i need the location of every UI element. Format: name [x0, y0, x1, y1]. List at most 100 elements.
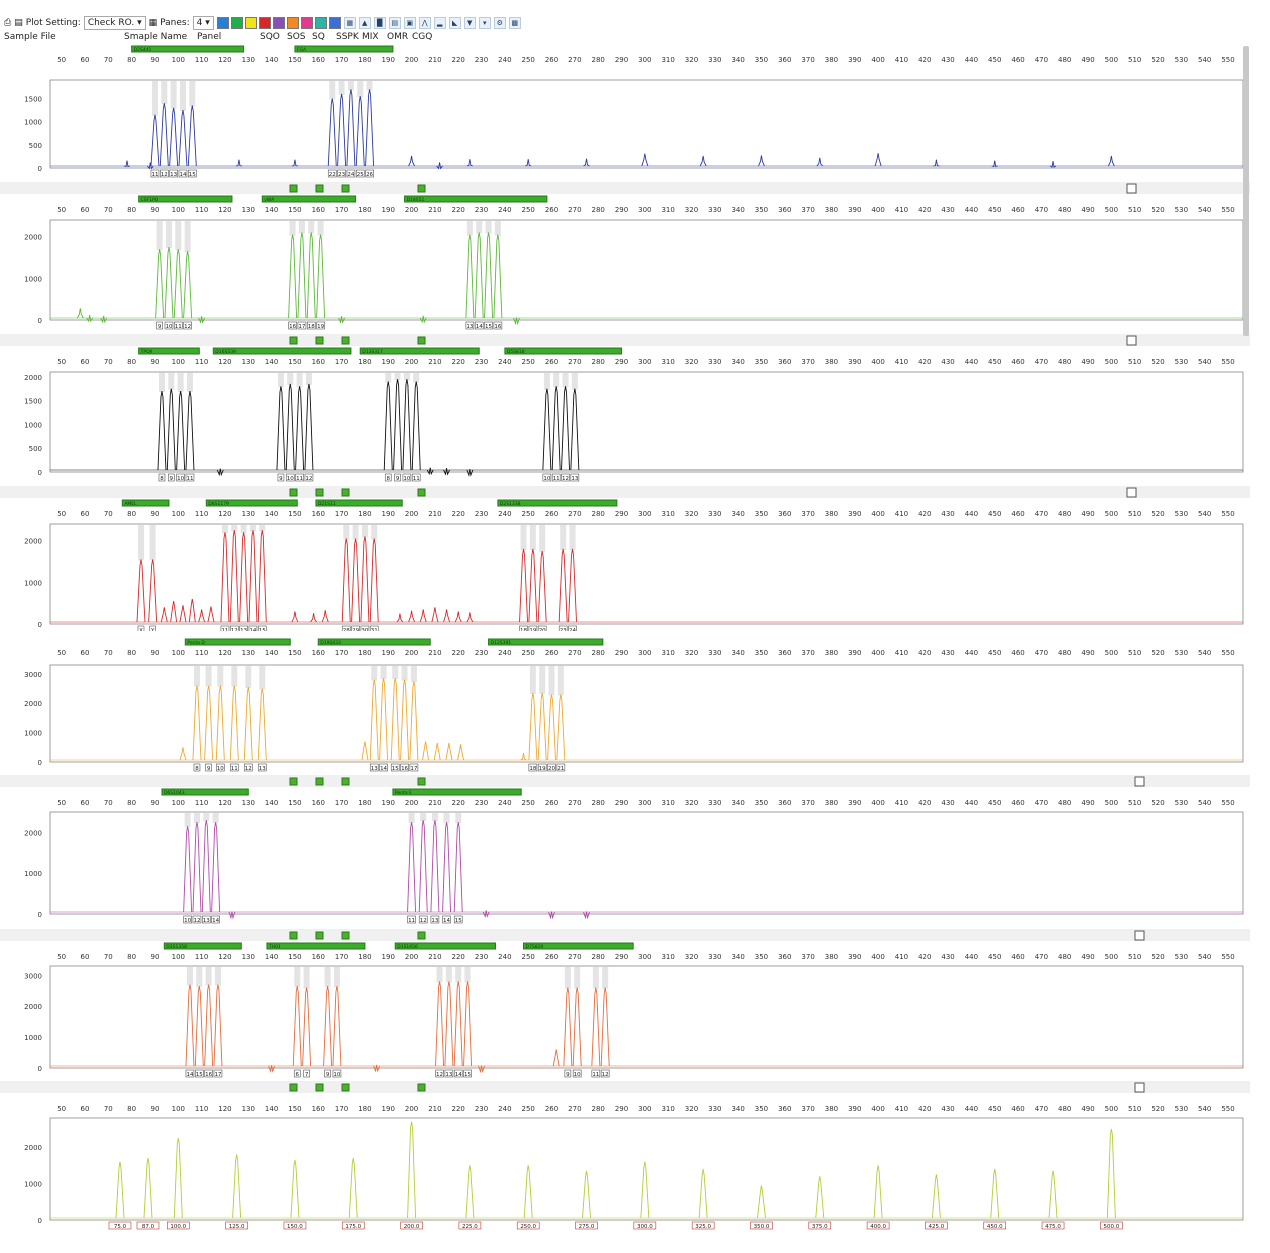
allele-label[interactable]: 12: [160, 169, 169, 178]
allele-peak[interactable]: [400, 679, 410, 761]
allele-label[interactable]: 11: [295, 473, 304, 482]
allele-peak[interactable]: [159, 103, 169, 167]
allele-label[interactable]: 26: [365, 169, 374, 178]
allele-label[interactable]: 14: [453, 1069, 463, 1078]
grid-view-icon[interactable]: ▦: [343, 17, 356, 29]
allele-label[interactable]: 21: [556, 763, 566, 772]
allele-peak[interactable]: [369, 679, 379, 761]
allele-peak[interactable]: [183, 826, 193, 913]
allele-peak[interactable]: [304, 383, 314, 471]
allele-peak[interactable]: [407, 822, 417, 913]
allele-label[interactable]: 12: [600, 1069, 610, 1078]
allele-label[interactable]: 18: [528, 763, 538, 772]
allele-peak[interactable]: [465, 234, 475, 319]
locus-bar[interactable]: CSF1PO: [138, 195, 233, 203]
allele-label[interactable]: 11: [150, 169, 160, 178]
allele-label[interactable]: 25: [355, 169, 365, 178]
allele-label[interactable]: 100.0: [166, 1221, 190, 1230]
allele-label[interactable]: 8: [193, 763, 201, 772]
allele-peak[interactable]: [164, 247, 174, 319]
allele-label[interactable]: 12: [192, 915, 202, 924]
allele-peak[interactable]: [570, 388, 580, 471]
locus-bar[interactable]: FGA: [294, 45, 394, 53]
allele-peak[interactable]: [297, 232, 307, 319]
locus-bar[interactable]: D2S1338: [497, 499, 618, 507]
dye-color-button[interactable]: [328, 17, 341, 29]
allele-label[interactable]: 11: [411, 473, 421, 482]
allele-label[interactable]: 10: [332, 1069, 342, 1078]
allele-peak[interactable]: [430, 820, 440, 913]
allele-label[interactable]: 14: [211, 915, 220, 924]
allele-peak[interactable]: [453, 981, 463, 1067]
allele-peak[interactable]: [568, 548, 577, 623]
allele-peak[interactable]: [220, 532, 230, 623]
allele-peak[interactable]: [323, 986, 333, 1067]
allele-label[interactable]: 17: [409, 763, 419, 772]
allele-label[interactable]: 13: [570, 473, 580, 482]
settings-icon[interactable]: ⚙: [493, 17, 506, 29]
locus-bar[interactable]: Penta D: [184, 638, 291, 646]
dye-color-button[interactable]: [258, 17, 271, 29]
panes-select[interactable]: 4 ▾: [192, 16, 214, 30]
plot-area[interactable]: [49, 965, 1244, 1069]
allele-peak[interactable]: [1106, 1128, 1116, 1219]
allele-peak[interactable]: [537, 692, 547, 761]
allele-label[interactable]: 17: [297, 321, 307, 330]
allele-label[interactable]: 11: [185, 473, 195, 482]
allele-peak[interactable]: [204, 685, 214, 761]
allele-label[interactable]: 13: [444, 1069, 454, 1078]
peak-label-icon[interactable]: █: [373, 17, 386, 29]
allele-label[interactable]: 9: [167, 473, 175, 482]
allele-label[interactable]: 12: [243, 763, 253, 772]
column-header-2[interactable]: Panel: [197, 32, 222, 42]
allele-label[interactable]: 10: [176, 473, 185, 482]
allele-peak[interactable]: [185, 390, 195, 471]
allele-label[interactable]: 75.0: [108, 1221, 132, 1230]
allele-peak[interactable]: [365, 89, 375, 167]
allele-label[interactable]: 22: [327, 169, 337, 178]
allele-peak[interactable]: [204, 984, 214, 1067]
allele-peak[interactable]: [211, 822, 221, 913]
filter-icon[interactable]: ▾: [478, 17, 491, 29]
allele-label[interactable]: 10: [183, 915, 192, 924]
allele-label[interactable]: 325.0: [691, 1221, 715, 1230]
column-header-8[interactable]: OMR: [387, 32, 409, 42]
locus-bar[interactable]: D7S820: [523, 942, 634, 950]
allele-label[interactable]: 23: [337, 169, 346, 178]
allele-label[interactable]: 11: [220, 625, 230, 631]
dye-color-button[interactable]: [216, 17, 229, 29]
allele-label[interactable]: 425.0: [925, 1221, 948, 1230]
allele-label[interactable]: 200.0: [400, 1221, 423, 1230]
allele-label[interactable]: 15: [463, 1069, 472, 1078]
locus-bar[interactable]: D19S433: [317, 638, 431, 646]
allele-label[interactable]: 28: [341, 625, 351, 631]
locus-bar[interactable]: AMEL: [121, 499, 170, 507]
allele-peak[interactable]: [474, 232, 484, 319]
bar-chart-icon[interactable]: ▂: [433, 17, 446, 29]
plot-area[interactable]: [49, 371, 1244, 473]
plot-area[interactable]: [49, 219, 1244, 321]
allele-label[interactable]: 10: [402, 473, 412, 482]
column-header-7[interactable]: MIX: [362, 32, 379, 42]
locus-bar[interactable]: D5S818: [504, 347, 623, 355]
allele-label[interactable]: 9: [324, 1069, 331, 1078]
allele-peak[interactable]: [276, 386, 286, 471]
allele-label[interactable]: 12: [229, 625, 239, 631]
allele-label[interactable]: 19: [537, 763, 547, 772]
allele-peak[interactable]: [537, 551, 547, 623]
locus-bar[interactable]: D3S1358: [163, 942, 242, 950]
allele-peak[interactable]: [990, 1168, 1000, 1219]
mark-deletion-checkbox[interactable]: [1134, 930, 1145, 941]
allele-peak[interactable]: [542, 388, 552, 471]
mark-deletion-checkbox[interactable]: [1126, 183, 1137, 194]
plot-area[interactable]: [49, 811, 1244, 915]
allele-peak[interactable]: [166, 388, 176, 471]
expand-icon[interactable]: ⋀: [418, 17, 431, 29]
locus-bar[interactable]: TH01: [266, 942, 366, 950]
allele-label[interactable]: 9: [156, 321, 163, 330]
allele-label[interactable]: 300.0: [633, 1221, 657, 1230]
allele-label[interactable]: 14: [442, 915, 451, 924]
allele-label[interactable]: 29: [351, 625, 360, 631]
allele-peak[interactable]: [346, 89, 356, 167]
allele-peak[interactable]: [409, 681, 419, 761]
